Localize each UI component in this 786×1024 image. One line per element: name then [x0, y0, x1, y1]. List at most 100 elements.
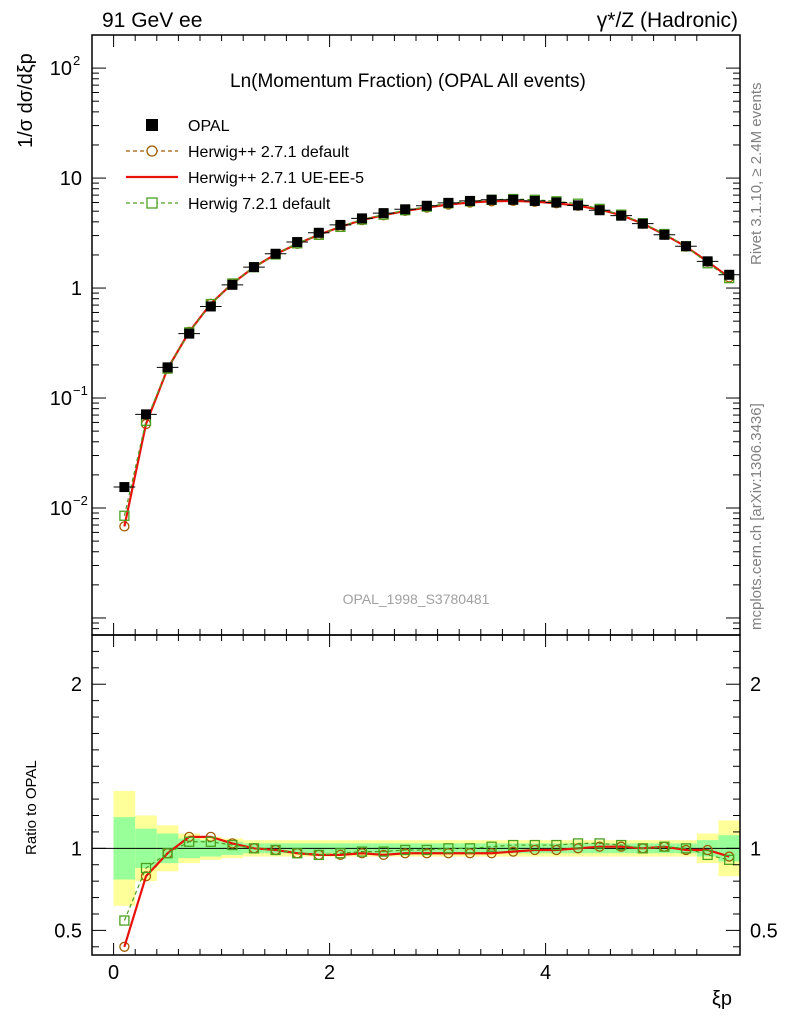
ratio-square-point — [400, 844, 411, 856]
main-opal-point — [119, 482, 130, 493]
main-opal-point — [616, 210, 627, 221]
main-opal-point — [486, 194, 497, 205]
ratio-square-point — [378, 846, 389, 857]
main-square-point — [119, 510, 130, 521]
ratio-circle-point — [119, 941, 130, 952]
ratio-square-point — [508, 839, 519, 851]
main-opal-point — [184, 328, 195, 339]
main-line-2 — [123, 199, 730, 527]
y-tick-label-main: 10 — [50, 388, 72, 410]
header-process-label: γ*/Z (Hadronic) — [597, 9, 738, 32]
main-opal-point — [594, 205, 605, 216]
y-tick-label-ratio-left: 0.5 — [54, 920, 82, 942]
main-opal-point — [313, 227, 324, 238]
ratio-square-point — [184, 836, 195, 847]
chart-title: Ln(Momentum Fraction) (OPAL All events) — [230, 71, 586, 92]
y-tick-label-ratio-right: 0.5 — [750, 920, 778, 942]
analysis-id-label: OPAL_1998_S3780481 — [343, 591, 490, 607]
main-opal-point — [573, 200, 583, 211]
mcplots-label: mcplots.cern.ch [arXiv:1306.3436] — [748, 403, 765, 630]
y-tick-label-ratio-left: 1 — [71, 838, 82, 860]
x-tick-label: 4 — [540, 962, 551, 984]
ratio-frame — [91, 634, 741, 956]
legend-label: OPAL — [188, 118, 230, 135]
ratio-square-point — [227, 839, 238, 851]
main-line-1 — [123, 200, 730, 527]
main-opal-point — [335, 219, 346, 230]
y-tick-label-exponent: −1 — [73, 383, 88, 398]
main-opal-point — [162, 362, 173, 373]
main-opal-point — [443, 197, 454, 208]
y-axis-title-ratio: Ratio to OPAL — [23, 760, 40, 855]
ratio-square-point — [572, 838, 584, 849]
x-tick-label: 0 — [108, 962, 119, 984]
legend-marker-opal — [146, 119, 158, 131]
ratio-series-layer — [119, 831, 735, 952]
ratio-square-point — [594, 838, 605, 849]
ratio-square-point — [702, 849, 713, 861]
main-opal-point — [292, 237, 303, 248]
ratio-circle-point — [140, 871, 152, 882]
y-axis-title-main: 1/σ dσ/dξp — [15, 53, 37, 148]
legend-label: Herwig++ 2.7.1 default — [188, 144, 350, 161]
ratio-square-point — [637, 843, 648, 854]
ratio-square-point — [119, 915, 130, 926]
ratio-square-point — [551, 839, 562, 851]
ratio-square-point — [270, 844, 281, 856]
ratio-line-3 — [123, 841, 730, 921]
legend: OPAL Herwig++ 2.7.1 default Herwig++ 2.7.1… — [126, 118, 364, 213]
main-opal-point — [551, 197, 562, 208]
ratio-square-point — [313, 849, 324, 861]
main-opal-point — [681, 241, 691, 252]
x-tick-label: 2 — [324, 962, 335, 984]
main-line-3 — [123, 198, 730, 516]
ratio-square-point — [680, 843, 692, 854]
ratio-square-point — [205, 836, 216, 847]
main-opal-point — [637, 218, 648, 229]
main-opal-point — [205, 301, 216, 312]
main-opal-point — [659, 229, 670, 240]
ratio-square-point — [356, 846, 368, 857]
ratio-square-point — [292, 848, 303, 859]
ratio-square-point — [248, 843, 260, 854]
main-series-layer — [113, 193, 740, 532]
main-opal-point — [702, 256, 713, 267]
main-opal-point — [724, 269, 735, 280]
legend-label: Herwig 7.2.1 default — [188, 196, 331, 213]
y-tick-label-main: 1 — [71, 278, 82, 300]
main-opal-point — [529, 195, 540, 206]
main-opal-point — [400, 204, 411, 215]
y-tick-label-ratio-right: 1 — [750, 838, 761, 860]
main-opal-point — [357, 213, 367, 224]
ratio-square-point — [335, 848, 346, 859]
ratio-square-point — [162, 848, 173, 859]
ratio-line-2 — [123, 835, 730, 948]
main-opal-point — [141, 409, 151, 420]
x-axis-title: ξp — [712, 988, 732, 1010]
y-tick-label-ratio-right: 2 — [750, 674, 761, 696]
y-tick-label-main: 10 — [50, 58, 72, 80]
ratio-square-point — [616, 839, 627, 851]
ratio-square-point — [464, 843, 476, 854]
y-tick-label-exponent: −2 — [73, 493, 88, 508]
main-opal-point — [465, 195, 475, 206]
y-tick-label-main: 10 — [60, 168, 82, 190]
main-opal-point — [421, 200, 432, 211]
ratio-square-point — [659, 841, 670, 852]
ratio-square-point — [724, 854, 735, 865]
y-tick-label-main: 10 — [50, 498, 72, 520]
y-tick-label-ratio-left: 2 — [71, 674, 82, 696]
main-opal-point — [249, 262, 259, 273]
ratio-square-point — [443, 843, 454, 854]
ratio-square-point — [421, 844, 432, 856]
legend-label: Herwig++ 2.7.1 UE-EE-5 — [188, 170, 364, 187]
ratio-square-point — [486, 841, 497, 852]
main-opal-point — [270, 248, 281, 259]
legend-square-marker — [146, 197, 158, 209]
y-tick-label-exponent: 2 — [73, 53, 80, 68]
ratio-square-point — [529, 839, 540, 851]
legend-circle-marker — [146, 145, 158, 157]
rivet-version-label: Rivet 3.1.10, ≥ 2.4M events — [748, 83, 765, 266]
